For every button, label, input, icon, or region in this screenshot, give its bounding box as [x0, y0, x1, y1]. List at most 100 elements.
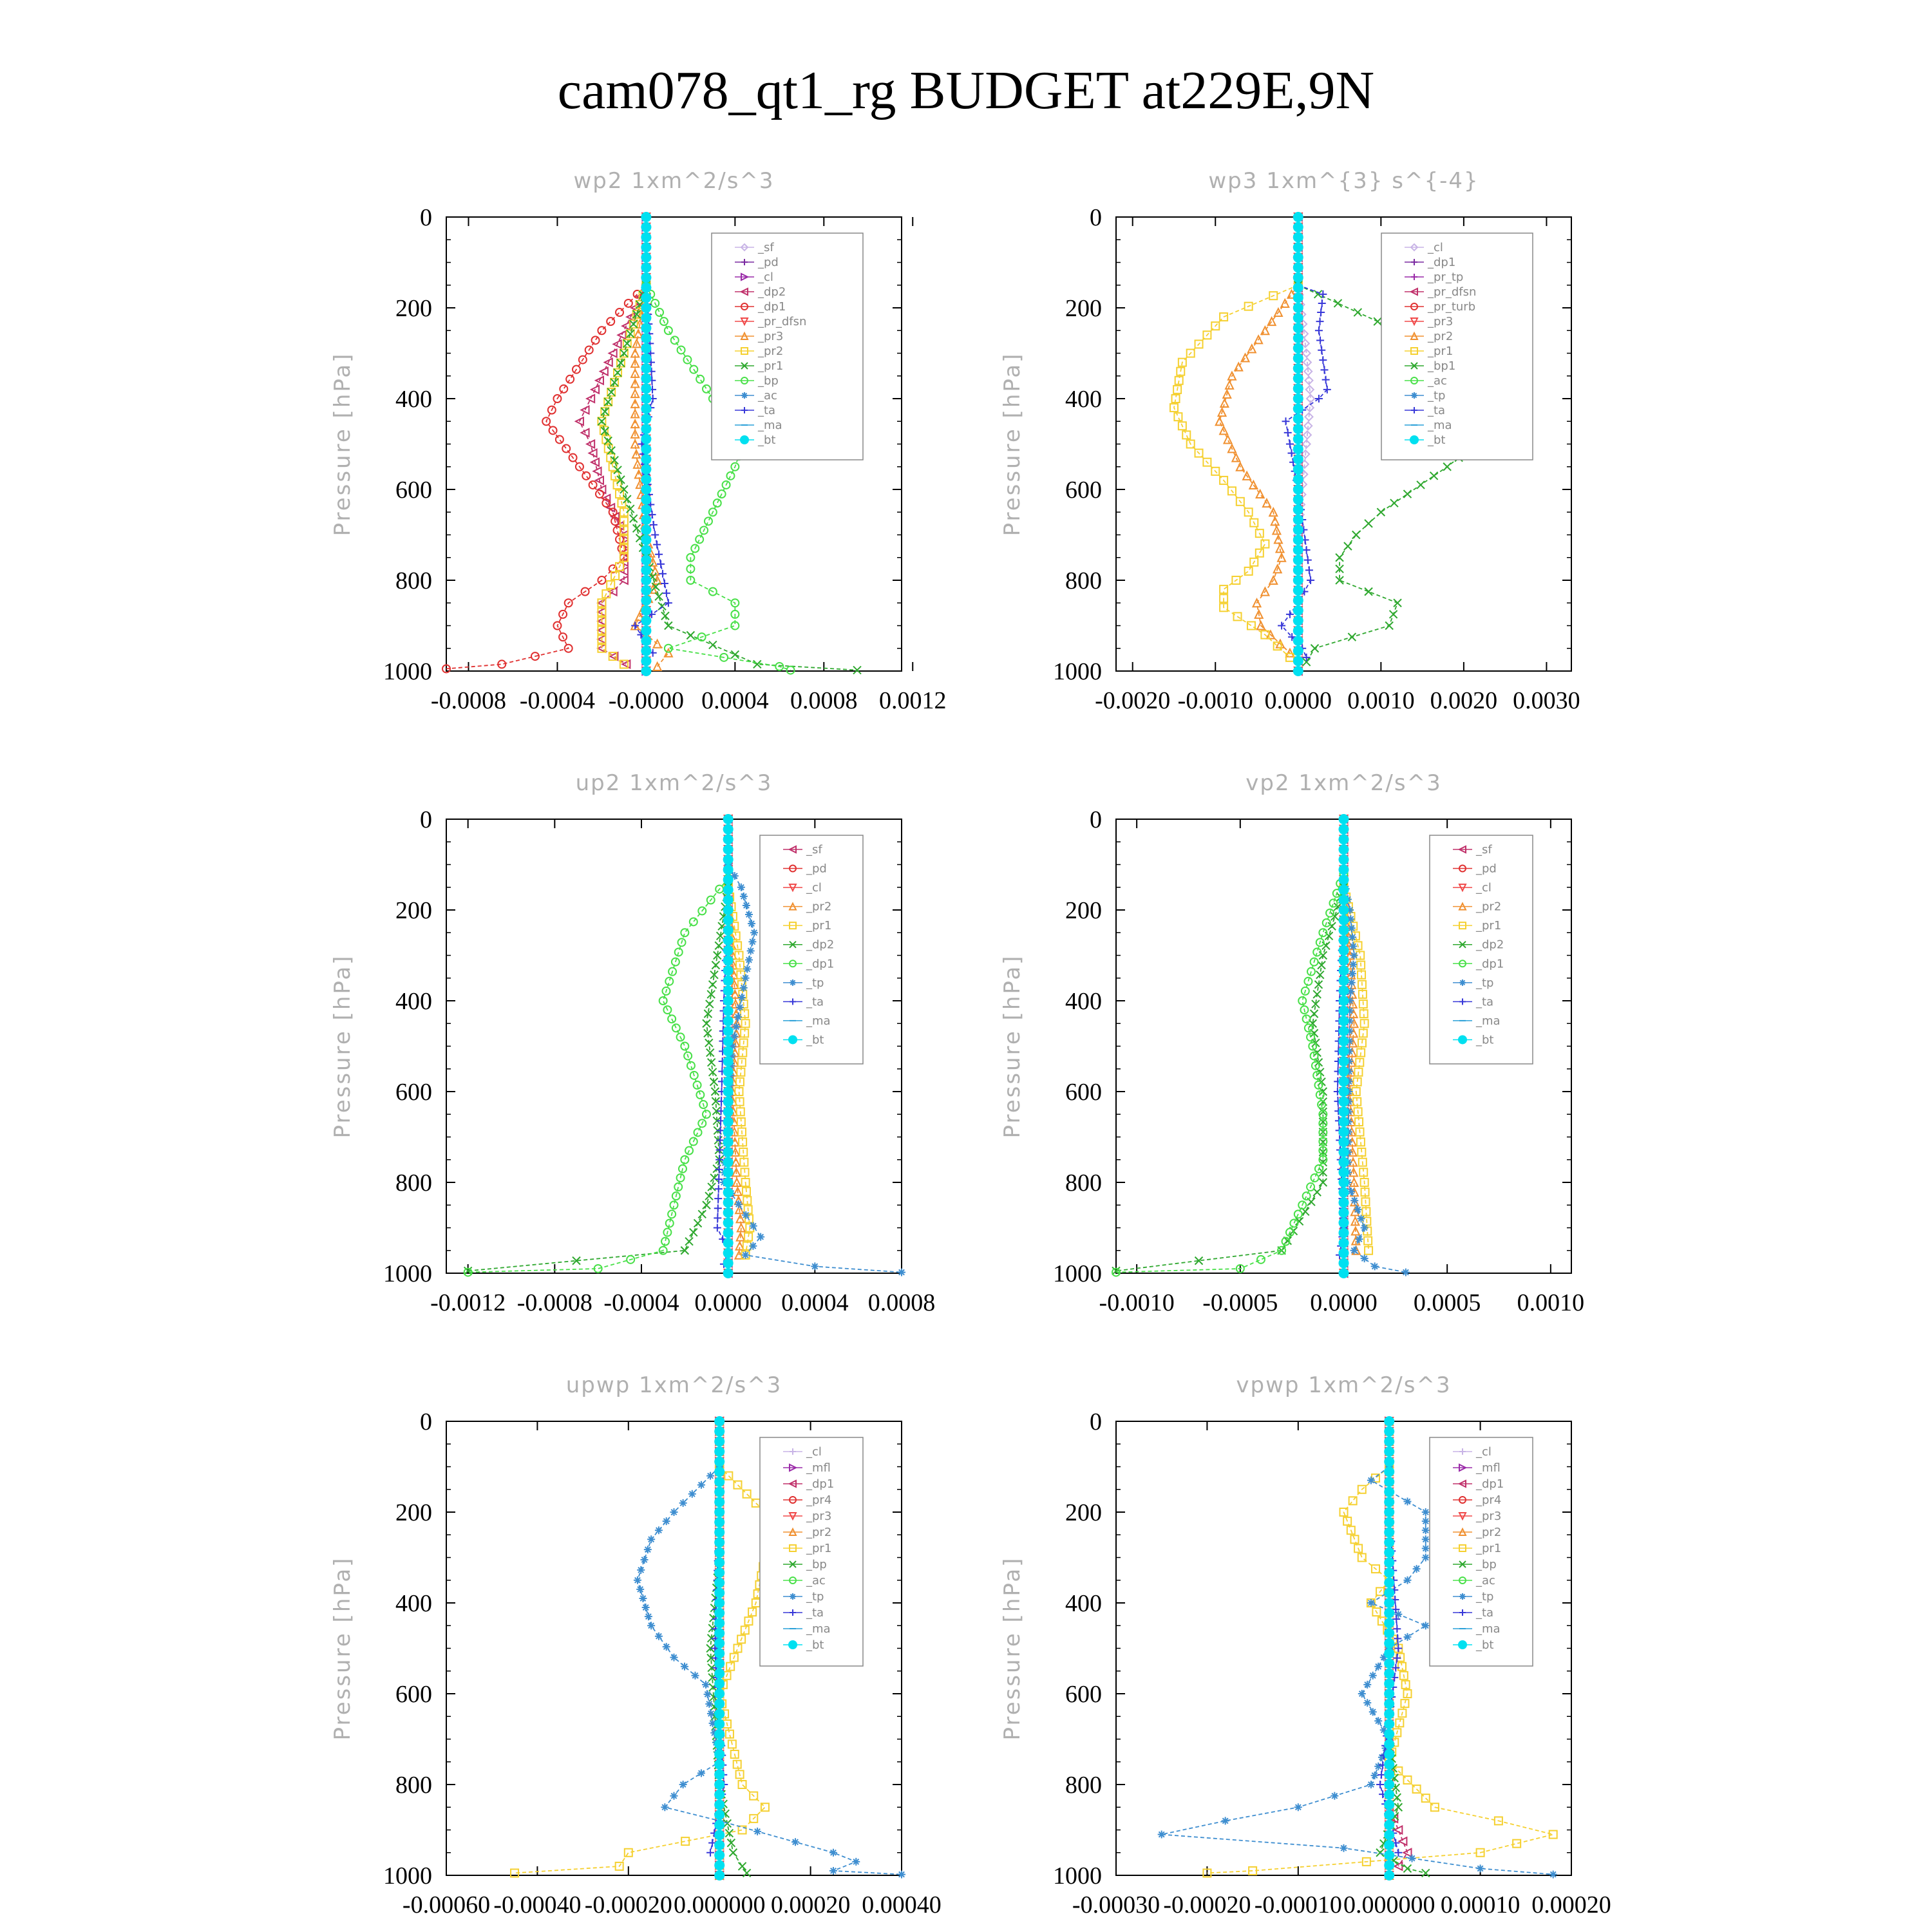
data-point — [1248, 479, 1259, 489]
data-point — [1260, 539, 1270, 549]
y-tick-label: 200 — [1065, 897, 1102, 924]
data-point — [723, 1177, 734, 1188]
data-point — [1355, 1127, 1365, 1137]
data-point — [1293, 515, 1303, 525]
y-tick-label: 1000 — [1053, 1260, 1102, 1287]
data-point — [723, 1137, 734, 1148]
data-point — [1376, 1781, 1385, 1788]
legend-label: _bt — [1475, 1033, 1493, 1046]
data-point — [612, 339, 622, 350]
data-point — [1384, 1426, 1395, 1437]
data-point — [1338, 884, 1349, 895]
data-point — [1293, 433, 1303, 444]
data-point — [730, 1032, 739, 1041]
data-point — [1186, 439, 1195, 449]
data-point — [572, 365, 581, 374]
data-point — [719, 652, 729, 662]
data-point — [632, 310, 641, 319]
series-bt — [714, 1416, 725, 1880]
legend-marker — [740, 331, 749, 340]
data-point — [723, 925, 734, 936]
data-point — [1355, 1057, 1365, 1067]
data-point — [1303, 556, 1312, 564]
data-point — [714, 1870, 725, 1880]
data-point — [1293, 222, 1303, 232]
data-point — [1176, 366, 1186, 376]
data-point — [735, 1770, 744, 1779]
data-point — [1318, 1119, 1328, 1128]
data-point — [641, 494, 652, 505]
data-point — [1392, 1615, 1401, 1624]
data-point — [626, 504, 635, 513]
data-point — [676, 345, 686, 355]
data-point — [1338, 895, 1349, 905]
data-point — [603, 357, 613, 368]
legend-marker — [1411, 407, 1417, 413]
data-point — [608, 652, 618, 661]
x-tick-label: -0.0010 — [1099, 1289, 1175, 1316]
data-point — [714, 1446, 725, 1457]
y-tick-label: 200 — [395, 295, 432, 322]
data-point — [723, 1227, 734, 1238]
x-tick-label: 0.00010 — [1441, 1891, 1520, 1918]
data-point — [711, 960, 721, 970]
data-point — [729, 1653, 739, 1662]
data-point — [744, 911, 753, 919]
data-point — [1392, 1605, 1400, 1614]
data-point — [619, 553, 629, 562]
legend-marker — [790, 1448, 796, 1455]
legend: _sf _pd _cl _pr2 _pr1 _dp2 _dp1 _tp _ta _ma _bt — [1429, 835, 1533, 1065]
data-point — [708, 1719, 717, 1727]
y-tick-label: 200 — [395, 1499, 432, 1526]
data-point — [714, 1678, 725, 1689]
data-point — [641, 353, 652, 364]
data-point — [1316, 971, 1325, 980]
data-point — [723, 1208, 734, 1218]
data-point — [1299, 328, 1309, 339]
legend-marker — [788, 1479, 797, 1488]
data-point — [706, 1653, 715, 1663]
x-tick-label: 0.0008 — [790, 687, 858, 714]
data-point — [723, 1036, 734, 1046]
data-point — [1302, 1191, 1311, 1201]
data-point — [1173, 384, 1182, 394]
data-point — [632, 524, 641, 533]
data-point — [616, 475, 625, 484]
data-point — [688, 1490, 696, 1498]
data-point — [1338, 945, 1349, 956]
legend-marker — [1410, 362, 1418, 370]
data-point — [607, 587, 618, 597]
data-point — [723, 975, 734, 986]
data-point — [1354, 1544, 1363, 1553]
data-point — [676, 1032, 685, 1042]
data-point — [663, 1005, 672, 1015]
legend-marker — [1459, 1496, 1466, 1504]
data-point — [1350, 951, 1358, 960]
legend-label: _bt — [806, 1033, 824, 1046]
data-point — [723, 1167, 734, 1178]
data-point — [1235, 497, 1245, 506]
legend-box — [1429, 1437, 1533, 1667]
legend-label: _pr_dfsn — [1427, 285, 1476, 299]
data-point — [1285, 440, 1294, 448]
data-point — [1309, 1051, 1319, 1061]
data-point — [1349, 933, 1356, 942]
data-point — [643, 1546, 652, 1554]
legend-marker — [1459, 1463, 1468, 1472]
series-dp1 — [1112, 869, 1349, 1277]
data-point — [1359, 1178, 1369, 1187]
data-point — [1370, 1262, 1379, 1271]
panel-title: vpwp 1xm^2/s^3 — [1236, 1372, 1451, 1398]
data-point — [1314, 1080, 1323, 1090]
data-point — [1268, 507, 1278, 517]
data-point — [662, 589, 670, 598]
data-point — [680, 1041, 690, 1051]
data-point — [723, 1217, 734, 1228]
data-point — [1293, 373, 1303, 384]
legend-marker — [1411, 392, 1417, 399]
data-point — [1293, 424, 1303, 434]
data-point — [1202, 457, 1212, 467]
data-point — [661, 1803, 669, 1812]
data-point — [1352, 1097, 1362, 1106]
legend-label: _mfl — [806, 1461, 831, 1475]
